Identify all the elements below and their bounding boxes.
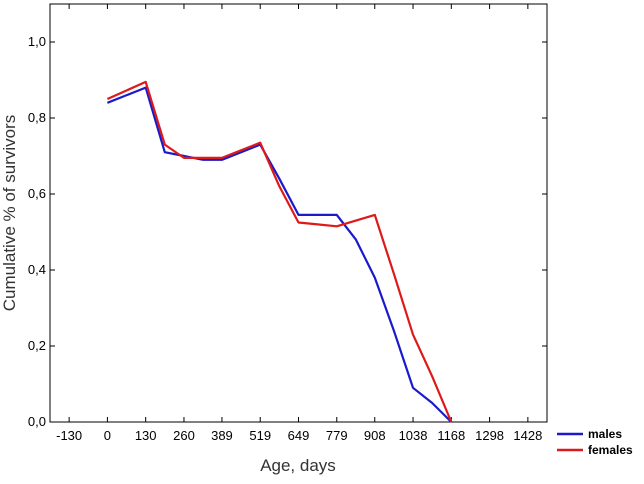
x-tick-label: 1298 xyxy=(475,428,504,443)
x-tick-label: -130 xyxy=(56,428,82,443)
y-tick-label: 0,0 xyxy=(28,414,46,429)
x-tick-label: 0 xyxy=(104,428,111,443)
series-line-females xyxy=(106,80,453,423)
x-tick-label: 649 xyxy=(288,428,310,443)
x-tick-label: 519 xyxy=(249,428,271,443)
y-axis-title: Cumulative % of survivors xyxy=(0,115,19,312)
x-tick-label: 1168 xyxy=(437,428,465,443)
legend-label-males: males xyxy=(588,427,622,441)
y-tick-label: 0,6 xyxy=(28,186,46,201)
x-tick-label: 1038 xyxy=(399,428,428,443)
x-tick-label: 908 xyxy=(364,428,386,443)
y-tick-label: 0,8 xyxy=(28,110,46,125)
y-tick-label: 0,2 xyxy=(28,338,46,353)
legend: males females xyxy=(557,427,633,457)
y-axis: 0,0 0,2 0,4 0,6 0,8 1,0 xyxy=(28,34,547,429)
x-tick-label: 130 xyxy=(135,428,157,443)
x-tick-label: 1428 xyxy=(513,428,542,443)
x-tick-label: 260 xyxy=(173,428,195,443)
x-axis-title: Age, days xyxy=(260,456,336,475)
series-lines xyxy=(106,80,453,423)
x-tick-label: 389 xyxy=(211,428,233,443)
x-axis: -130 0 130 260 389 519 649 779 908 1038 1168 1298 14… xyxy=(56,4,542,443)
y-tick-label: 1,0 xyxy=(28,34,46,49)
legend-label-females: females xyxy=(588,443,633,457)
x-tick-label: 779 xyxy=(326,428,348,443)
y-tick-label: 0,4 xyxy=(28,262,46,277)
